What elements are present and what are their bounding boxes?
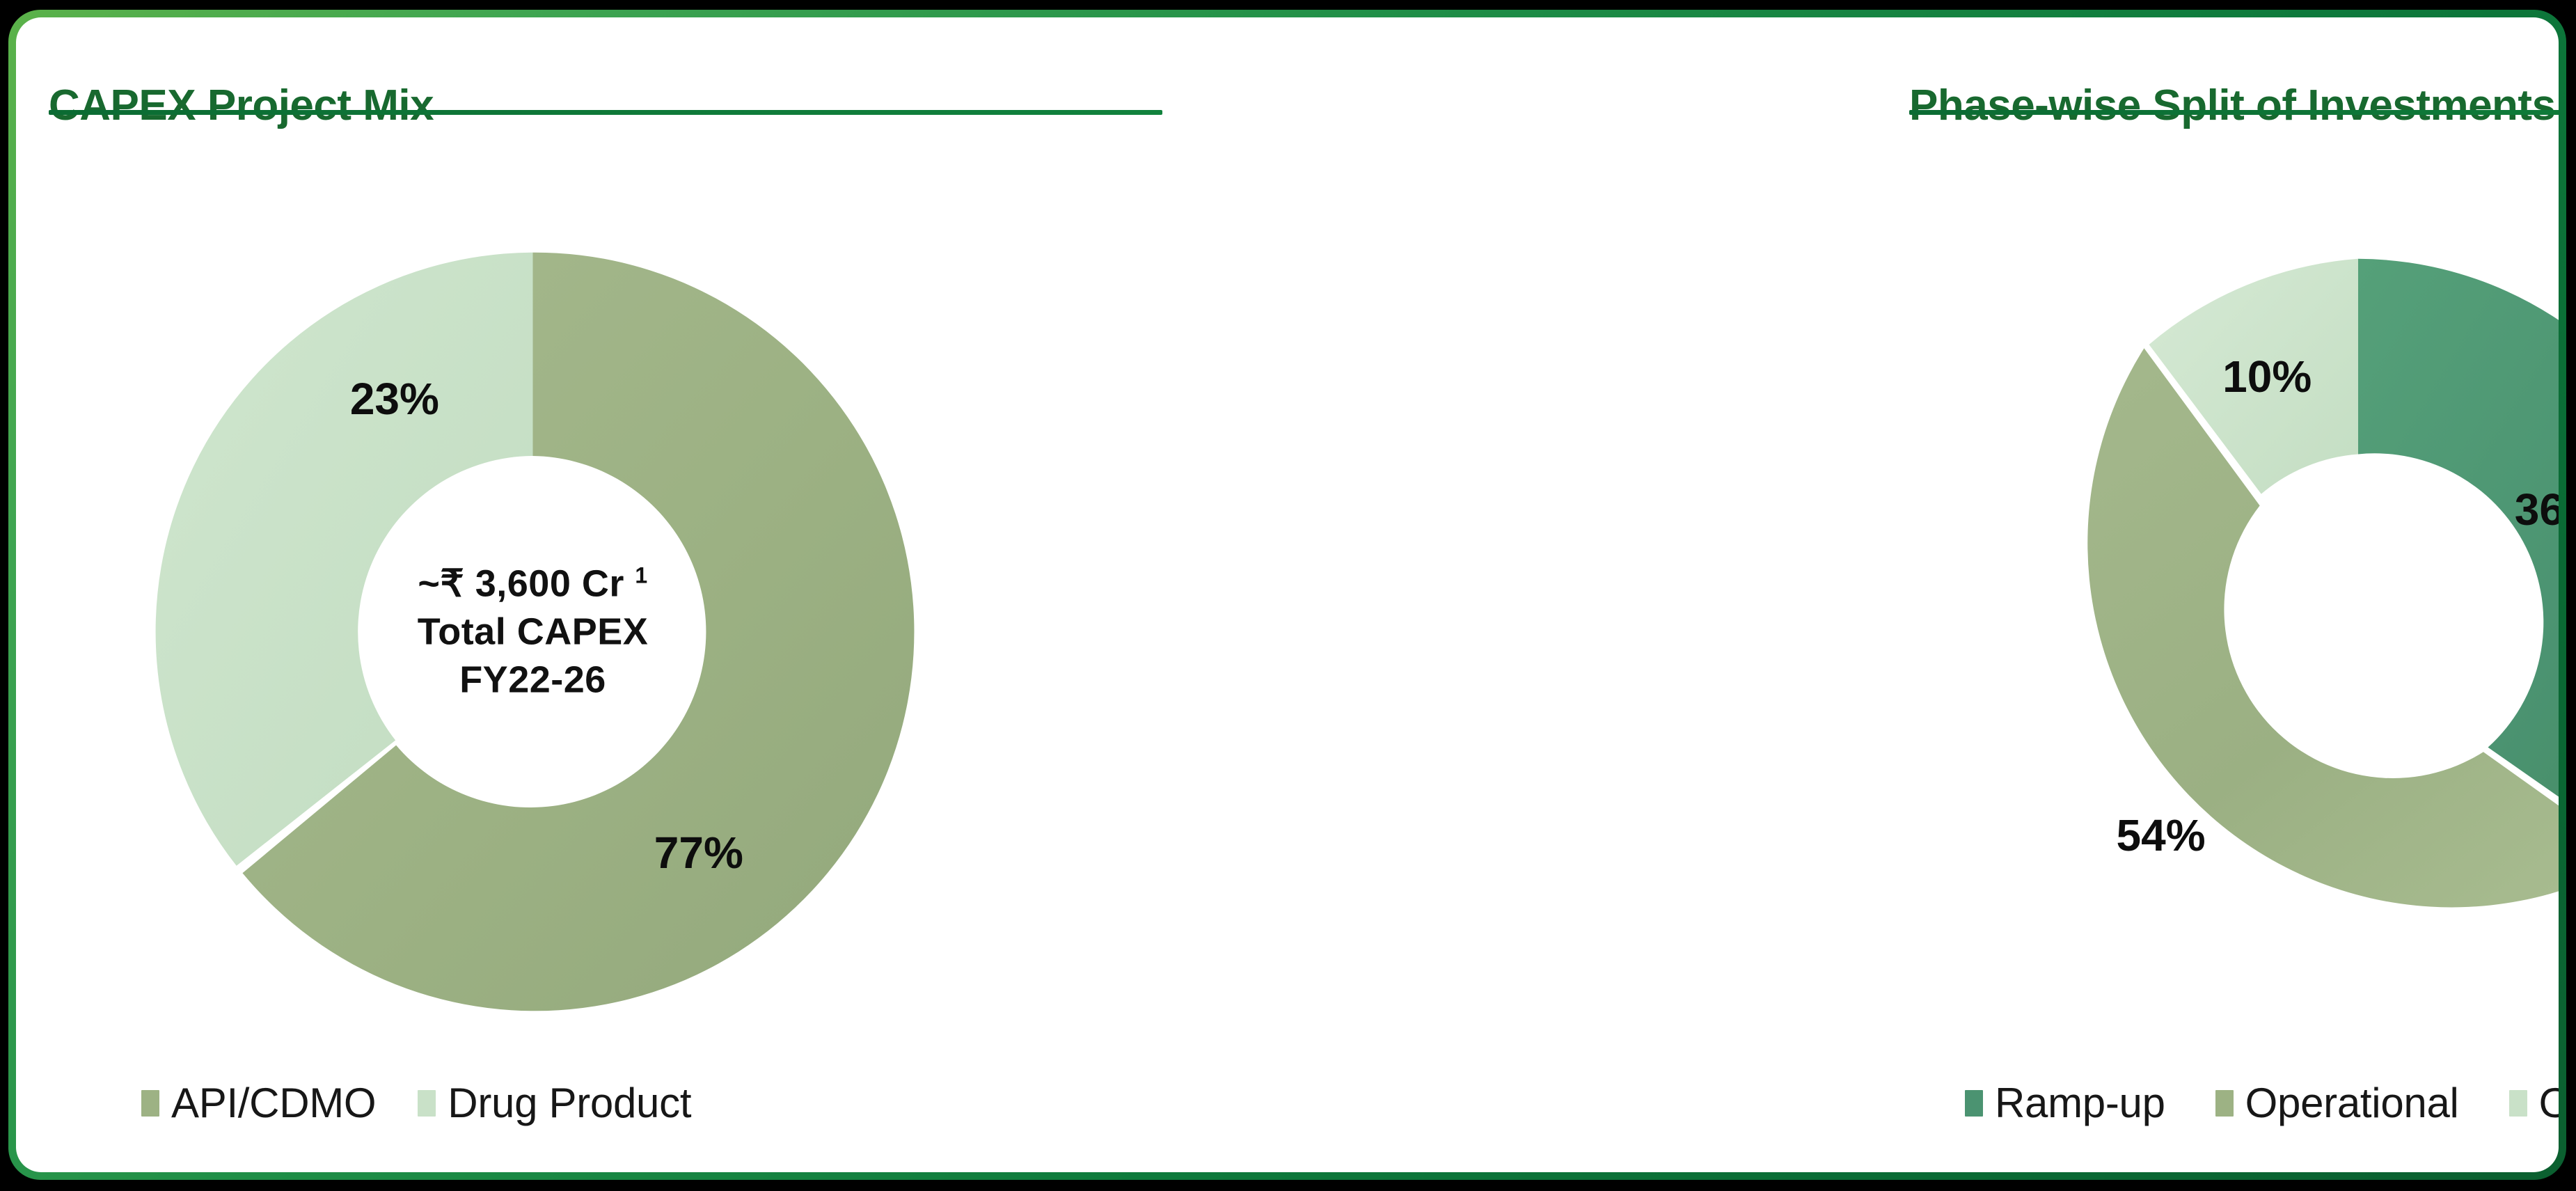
phase-wise-split-donut-chart: 10% 36% 54% [1979, 244, 2559, 1002]
legend-phase-wise-split: Ramp-up Operational On-going CAPEX [1965, 1079, 2559, 1127]
legend-swatch-icon-on-going-capex [2508, 1089, 2527, 1117]
legend-capex-project-mix: API/CDMO Drug Product [141, 1079, 692, 1127]
legend-item-api-cdmo[interactable]: API/CDMO [141, 1079, 377, 1127]
data-label-on-going-capex: 10% [2222, 351, 2312, 402]
center-total-amount-text: ~₹ 3,600 Cr [418, 562, 635, 604]
donut-slice-on-going-capex[interactable] [2149, 258, 2358, 494]
data-label-ramp-up: 36% [2514, 484, 2559, 535]
donut-svg-right [2087, 258, 2559, 908]
capex-project-mix-panel: CAPEX Project Mix [16, 17, 1356, 1172]
center-total-amount: ~₹ 3,600 Cr 1 [418, 560, 649, 608]
donut-slice-ramp-up[interactable] [2358, 258, 2559, 853]
legend-swatch-icon-drug-product [418, 1089, 436, 1117]
legend-label-operational: Operational [2245, 1080, 2459, 1126]
page-title-phase-wise-split: Phase-wise Split of Investments [1909, 81, 2556, 130]
data-label-api-cdmo: 77% [654, 828, 743, 878]
donut-slice-drug-product[interactable] [155, 252, 533, 866]
legend-item-ramp-up[interactable]: Ramp-up [1965, 1079, 2165, 1127]
data-label-drug-product: 23% [349, 373, 439, 424]
donut-slice-api-cdmo[interactable] [242, 252, 915, 1011]
legend-label-api-cdmo: API/CDMO [171, 1080, 377, 1126]
title-underline-left [49, 110, 1162, 115]
slide-frame: CAPEX Project Mix [8, 10, 2566, 1180]
title-underline-right [1909, 110, 2559, 115]
center-period-label: FY22-26 [459, 658, 606, 701]
center-total-capex-label: Total CAPEX [417, 610, 649, 652]
legend-label-on-going-capex: On-going CAPEX [2538, 1080, 2559, 1126]
donut-slice-operational[interactable] [2087, 348, 2559, 908]
panels-row: CAPEX Project Mix [16, 17, 2559, 1172]
capex-project-mix-donut-chart: 23% 77% ~₹ 3,600 Cr 1 Total CAPEX FY22-2… [138, 237, 928, 1027]
slide-canvas: CAPEX Project Mix [16, 17, 2559, 1172]
page-title-capex-project-mix: CAPEX Project Mix [49, 81, 434, 130]
legend-label-ramp-up: Ramp-up [1995, 1080, 2165, 1126]
donut-center-total-capex: ~₹ 3,600 Cr 1 Total CAPEX FY22-26 [418, 560, 649, 704]
data-label-operational: 54% [2116, 810, 2206, 861]
legend-label-drug-product: Drug Product [448, 1080, 692, 1126]
legend-item-on-going-capex[interactable]: On-going CAPEX [2508, 1079, 2559, 1127]
legend-item-operational[interactable]: Operational [2215, 1079, 2459, 1127]
legend-item-drug-product[interactable]: Drug Product [418, 1079, 692, 1127]
legend-swatch-icon-ramp-up [1965, 1089, 1983, 1117]
phase-wise-split-panel: Phase-wise Split of Investments [1356, 17, 2559, 1172]
center-footnote-marker: 1 [635, 562, 648, 587]
legend-swatch-icon-api-cdmo [141, 1089, 159, 1117]
legend-swatch-icon-operational [2215, 1089, 2234, 1117]
donut-svg-left [155, 252, 915, 1011]
